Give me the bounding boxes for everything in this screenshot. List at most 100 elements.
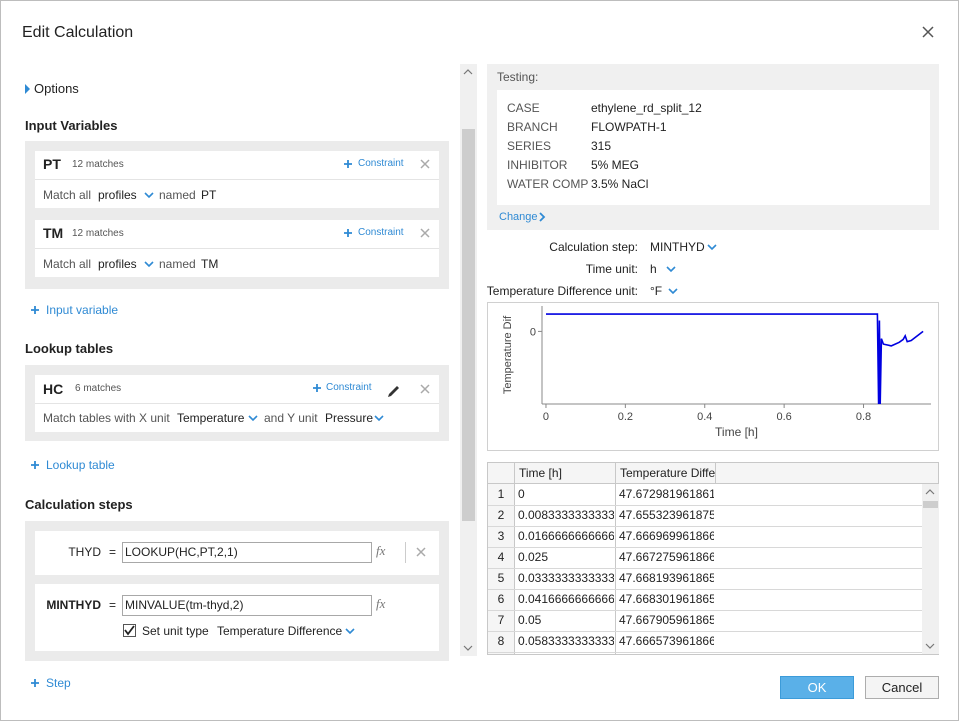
testing-label: Testing: <box>497 68 538 86</box>
time-cell: 0.0083333333333 <box>518 506 614 524</box>
testing-key: WATER COMP <box>507 175 588 193</box>
match-all-label: Match all <box>43 186 91 204</box>
name-pattern[interactable]: PT <box>201 186 216 204</box>
match-count: 12 matches <box>72 156 124 174</box>
change-link[interactable]: Change <box>499 208 538 226</box>
close-icon[interactable] <box>923 27 933 37</box>
card-divider <box>35 179 439 180</box>
plus-icon[interactable] <box>31 306 39 314</box>
equals-sign: = <box>109 596 116 614</box>
row-number: 2 <box>498 506 505 524</box>
value-cell: 47.666573961866 <box>619 632 714 650</box>
source-dropdown[interactable]: profiles <box>98 186 137 204</box>
dropdown-chevron[interactable] <box>708 245 716 249</box>
row-number: 4 <box>498 548 505 566</box>
cancel-label[interactable]: Cancel <box>882 679 922 697</box>
value-cell: 47.667905961865 <box>619 611 714 629</box>
set-unit-label: Set unit type <box>142 622 209 640</box>
row-number: 1 <box>498 485 505 503</box>
options-toggle[interactable]: Options <box>34 80 79 98</box>
time-cell: 0.0333333333333 <box>518 569 614 587</box>
value-cell: 47.667275961866 <box>619 548 714 566</box>
expand-triangle[interactable] <box>25 84 30 94</box>
y-unit-label: and Y unit <box>264 409 318 427</box>
plus-icon[interactable] <box>31 461 39 469</box>
add-constraint[interactable]: Constraint <box>358 224 404 242</box>
row-number: 5 <box>498 569 505 587</box>
section-heading: Calculation steps <box>25 496 133 514</box>
add-lookup-table[interactable]: Lookup table <box>46 456 115 474</box>
column-header: Time [h] <box>519 464 562 482</box>
column-divider <box>615 463 616 655</box>
section-heading: Lookup tables <box>25 340 113 358</box>
name-pattern[interactable]: TM <box>201 255 218 273</box>
testing-value: ethylene_rd_split_12 <box>591 99 702 117</box>
testing-key: INHIBITOR <box>507 156 567 174</box>
value-cell: 47.666969961866 <box>619 527 714 545</box>
step-separator <box>405 542 406 563</box>
function-icon[interactable]: fx <box>376 595 385 613</box>
step-name: MINTHYD <box>46 596 101 614</box>
card-divider <box>35 403 439 404</box>
dropdown-chevron[interactable] <box>667 267 675 271</box>
row-number: 7 <box>498 611 505 629</box>
step-checkbox[interactable] <box>123 624 136 637</box>
x-unit-dropdown[interactable]: Temperature <box>177 409 244 427</box>
unit-type-dropdown[interactable]: Temperature Difference <box>217 622 342 640</box>
formula-text[interactable]: MINVALUE(tm-thyd,2) <box>125 596 243 614</box>
add-constraint[interactable]: Constraint <box>326 379 372 397</box>
testing-value: 5% MEG <box>591 156 639 174</box>
match-count: 12 matches <box>72 225 124 243</box>
match-all-label: Match all <box>43 255 91 273</box>
setting-dropdown[interactable]: MINTHYD <box>650 238 705 256</box>
named-label: named <box>159 255 196 273</box>
formula-text[interactable]: LOOKUP(HC,PT,2,1) <box>125 543 238 561</box>
x-unit-label: Match tables with X unit <box>43 409 170 427</box>
testing-value: FLOWPATH-1 <box>591 118 667 136</box>
variable-name: PT <box>43 155 61 173</box>
named-label: named <box>159 186 196 204</box>
value-cell: 47.672981961861 <box>619 485 714 503</box>
ok-label[interactable]: OK <box>808 679 827 697</box>
add-step[interactable]: Step <box>46 674 71 692</box>
source-dropdown[interactable]: profiles <box>98 255 137 273</box>
table-scrollbar-thumb[interactable] <box>923 501 938 508</box>
plot-frame <box>487 302 939 451</box>
add-constraint[interactable]: Constraint <box>358 155 404 173</box>
time-cell: 0.0166666666666 <box>518 527 614 545</box>
dialog-title: Edit Calculation <box>22 24 133 42</box>
row-number: 6 <box>498 590 505 608</box>
step-name: THYD <box>68 543 101 561</box>
section-heading: Input Variables <box>25 117 117 135</box>
variable-name: TM <box>43 224 63 242</box>
time-cell: 0.025 <box>518 548 614 566</box>
value-cell: 47.668193961865 <box>619 569 714 587</box>
y-unit-dropdown[interactable]: Pressure <box>325 409 373 427</box>
value-cell: 47.655323961875 <box>619 506 714 524</box>
time-cell: 0.05 <box>518 611 614 629</box>
row-divider <box>488 652 922 653</box>
setting-label: Calculation step: <box>549 238 638 256</box>
add-input-variable[interactable]: Input variable <box>46 301 118 319</box>
dropdown-chevron[interactable] <box>669 289 677 293</box>
testing-key: SERIES <box>507 137 551 155</box>
testing-key: BRANCH <box>507 118 558 136</box>
plus-icon[interactable] <box>31 679 39 687</box>
column-divider <box>715 463 716 484</box>
function-icon[interactable]: fx <box>376 542 385 560</box>
row-number: 8 <box>498 632 505 650</box>
left-scrollbar-thumb[interactable] <box>462 129 475 521</box>
setting-label: Temperature Difference unit: <box>487 282 638 300</box>
time-cell: 0.0416666666666 <box>518 590 614 608</box>
setting-dropdown[interactable]: °F <box>650 282 662 300</box>
setting-label: Time unit: <box>586 260 638 278</box>
row-number: 3 <box>498 527 505 545</box>
setting-dropdown[interactable]: h <box>650 260 657 278</box>
table-name: HC <box>43 380 63 398</box>
table-scrollbar <box>922 484 939 654</box>
time-cell: 0 <box>518 485 614 503</box>
testing-key: CASE <box>507 99 540 117</box>
column-divider <box>514 463 515 655</box>
column-header: Temperature Diffe <box>620 464 715 482</box>
